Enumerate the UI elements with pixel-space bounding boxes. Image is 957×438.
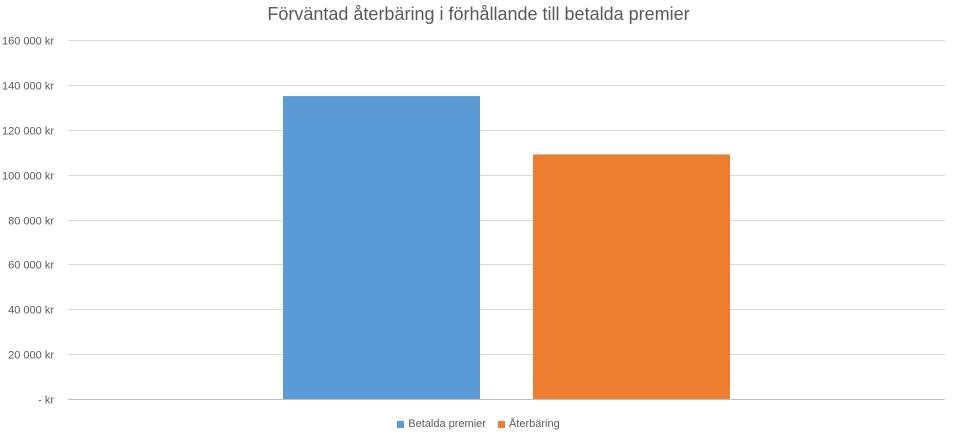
legend-swatch-betalda-premier (397, 420, 405, 428)
y-tick-label: - kr (38, 395, 54, 407)
y-axis-tick-labels: - kr 20 000 kr 40 000 kr 60 000 kr 80 000 kr… (2, 36, 54, 407)
bars (283, 96, 730, 399)
y-tick-label: 140 000 kr (2, 81, 54, 93)
y-tick-label: 100 000 kr (2, 171, 54, 183)
chart-title: Förväntad återbäring i förhållande till … (267, 4, 690, 24)
legend-swatch-aterbaring (497, 420, 505, 428)
gridlines (68, 40, 945, 400)
y-tick-label: 40 000 kr (8, 305, 54, 317)
y-tick-label: 160 000 kr (2, 36, 54, 48)
bar-aterbaring (533, 154, 730, 399)
y-tick-label: 120 000 kr (2, 126, 54, 138)
y-tick-label: 60 000 kr (8, 260, 54, 272)
legend-label-aterbaring: Återbäring (508, 418, 560, 430)
legend-item-betalda-premier: Betalda premier (397, 418, 486, 430)
legend: Betalda premier Återbäring (0, 418, 957, 430)
bar-betalda-premier (283, 96, 480, 399)
legend-item-aterbaring: Återbäring (497, 418, 560, 430)
y-tick-label: 20 000 kr (8, 350, 54, 362)
legend-label-betalda-premier: Betalda premier (408, 418, 486, 430)
y-tick-label: 80 000 kr (8, 216, 54, 228)
